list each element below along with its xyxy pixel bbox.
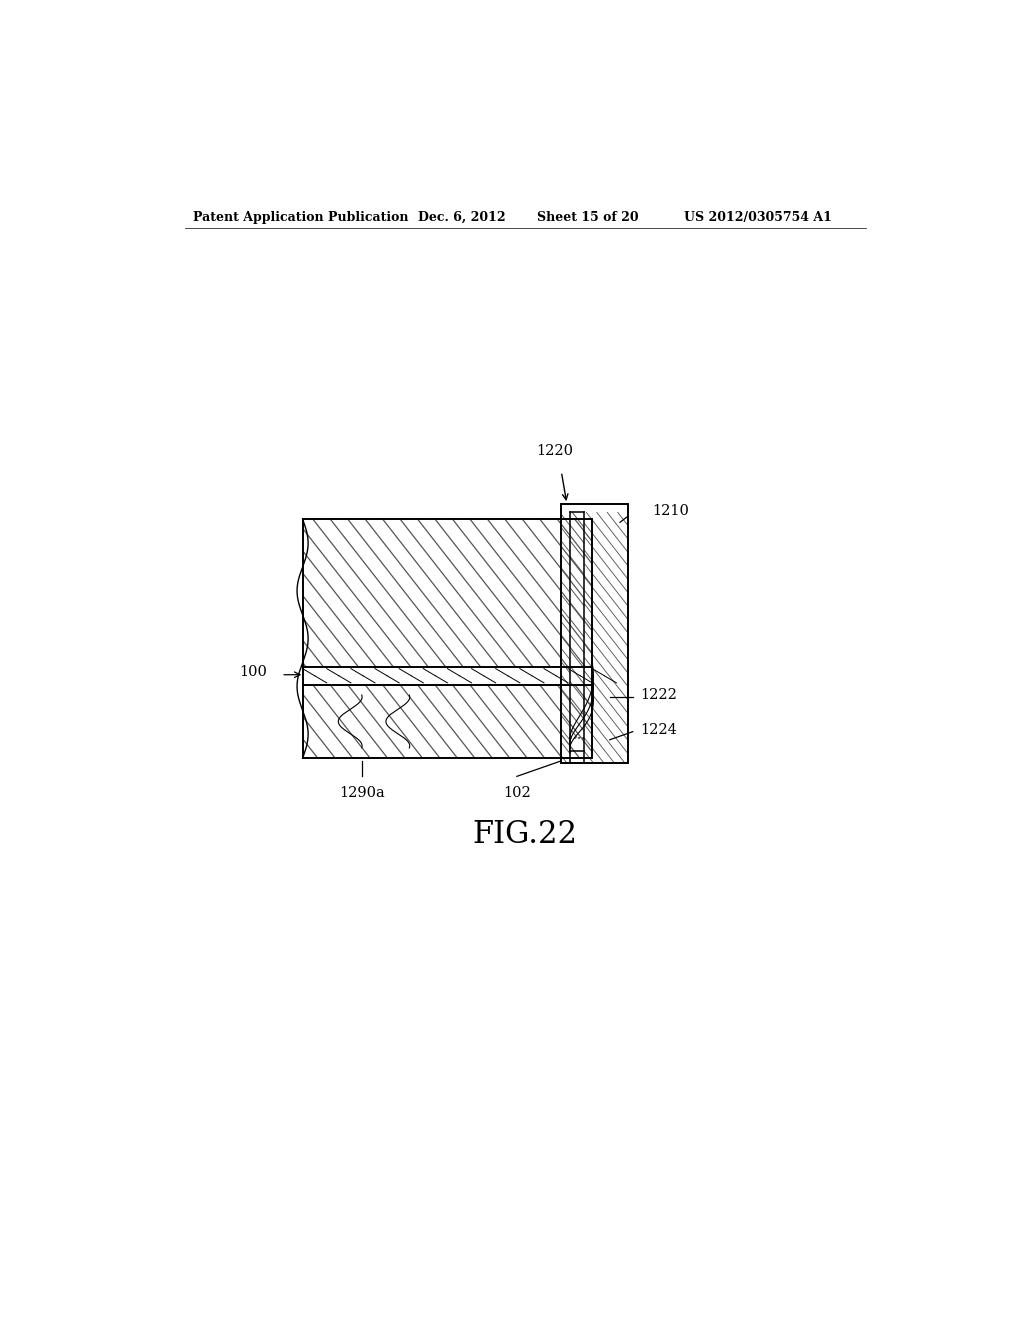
Text: 1220: 1220 (537, 445, 573, 458)
Text: Sheet 15 of 20: Sheet 15 of 20 (537, 211, 638, 224)
Text: US 2012/0305754 A1: US 2012/0305754 A1 (684, 211, 831, 224)
Text: 1210: 1210 (652, 504, 689, 517)
Text: Dec. 6, 2012: Dec. 6, 2012 (418, 211, 505, 224)
Text: 102: 102 (503, 785, 530, 800)
Text: 1222: 1222 (641, 688, 678, 702)
Text: Patent Application Publication: Patent Application Publication (194, 211, 409, 224)
Text: FIG.22: FIG.22 (472, 818, 578, 850)
Text: 1224: 1224 (641, 722, 678, 737)
Text: 100: 100 (239, 665, 267, 678)
Text: 1290a: 1290a (339, 785, 385, 800)
